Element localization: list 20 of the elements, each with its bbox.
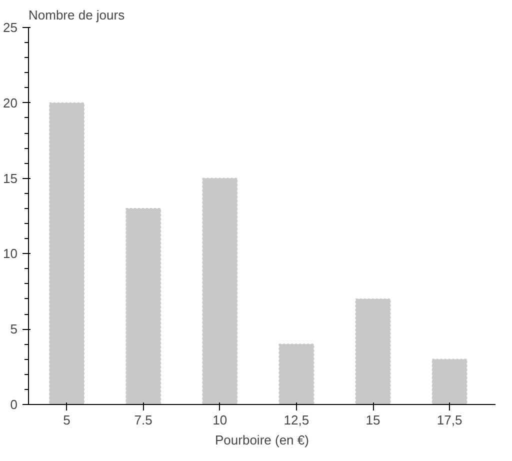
bar <box>126 208 162 404</box>
x-tick-label: 7.5 <box>134 412 152 428</box>
bar <box>202 178 238 404</box>
y-tick-label: 5 <box>10 322 18 337</box>
y-tick-label: 0 <box>10 397 18 412</box>
y-tick-label: 20 <box>3 95 18 110</box>
y-tick-label: 25 <box>3 20 18 35</box>
x-tick-label: 10 <box>212 412 228 428</box>
bar <box>278 344 314 404</box>
y-tick-label: 10 <box>3 246 18 262</box>
bar <box>49 102 85 404</box>
bar <box>432 358 468 404</box>
y-tick-label: 15 <box>3 170 18 186</box>
x-tick-label: 15 <box>366 412 380 428</box>
x-tick-label: 17,5 <box>436 412 462 428</box>
bar <box>355 298 391 404</box>
x-axis-title: Pourboire (en €) <box>215 432 309 448</box>
y-axis-title: Nombre de jours <box>28 8 126 22</box>
x-tick-label: 5 <box>63 412 70 428</box>
x-tick-label: 12,5 <box>284 412 310 428</box>
